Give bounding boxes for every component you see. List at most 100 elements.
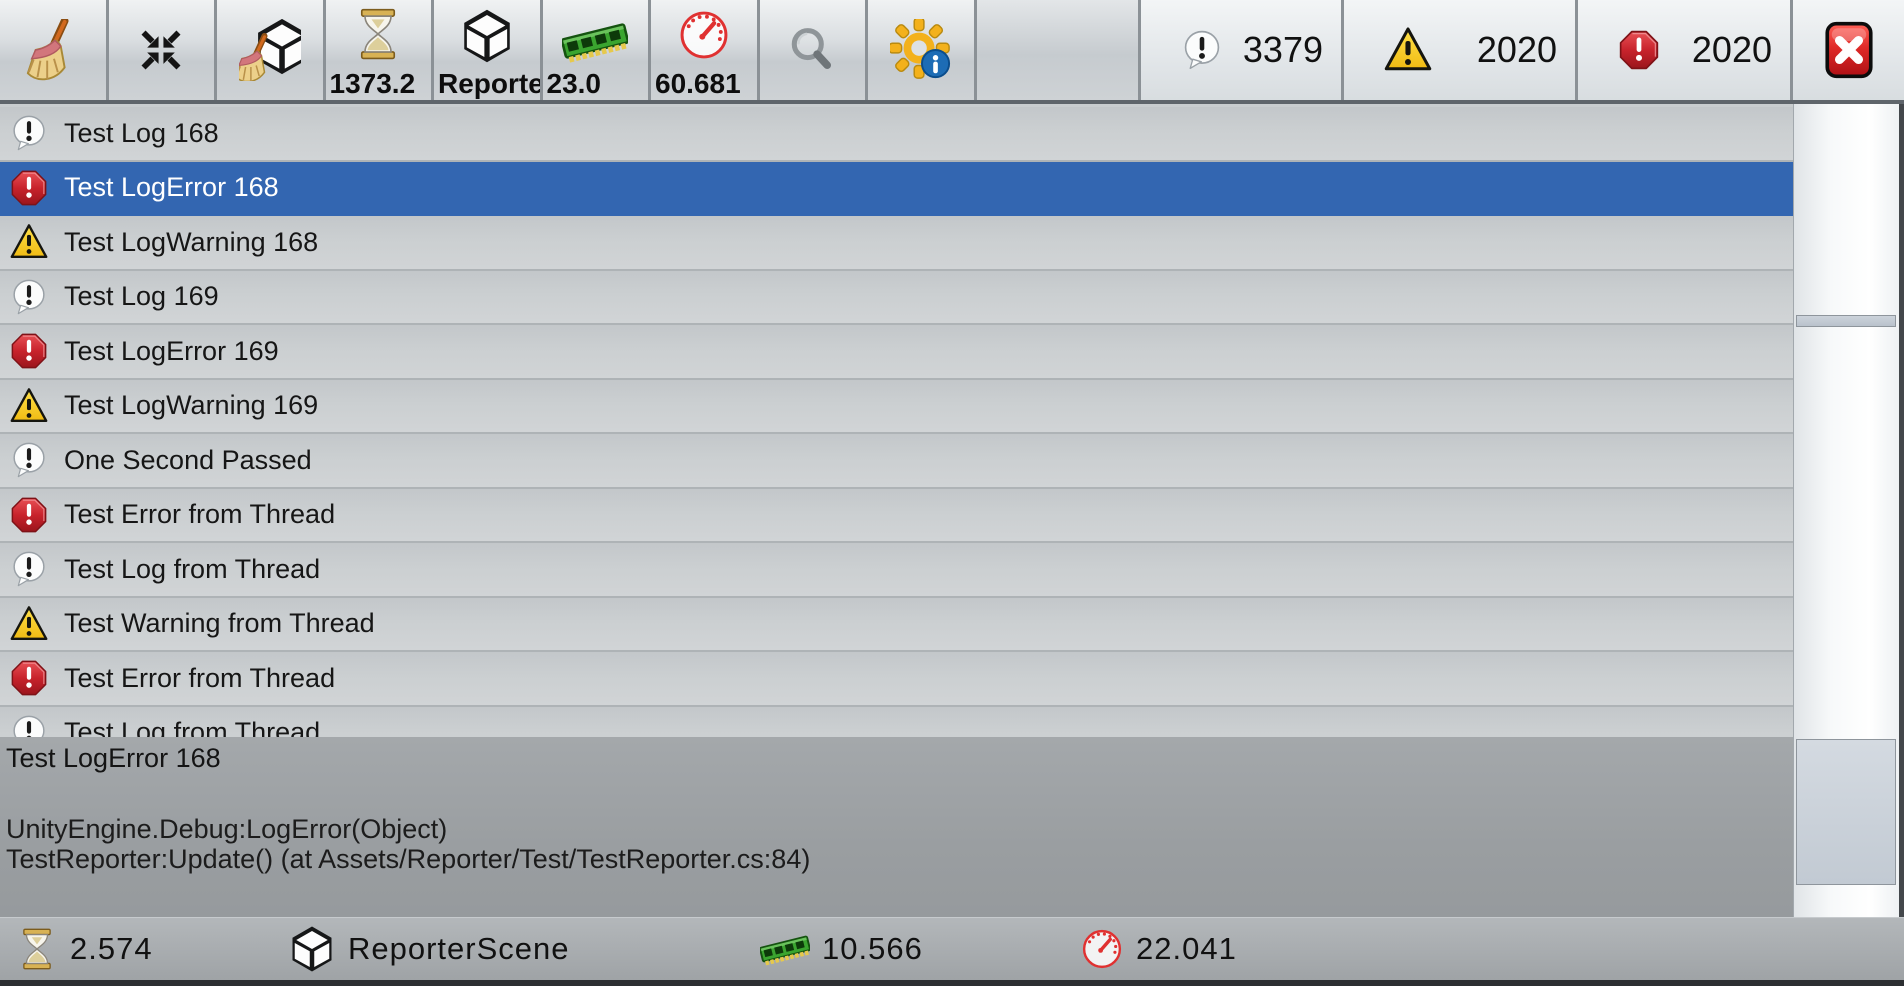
error-octagon-icon <box>11 497 47 533</box>
toolbar-show-time-button[interactable]: 1373.2 <box>325 0 434 100</box>
warning-triangle-icon <box>10 387 48 422</box>
toolbar-show-time-value: 1373.2 <box>329 68 416 99</box>
detail-title: Test LogError 168 <box>6 743 221 773</box>
log-row[interactable]: Test LogWarning 168 <box>0 216 1793 271</box>
unity-cube-icon <box>292 926 332 972</box>
speedometer-icon <box>680 11 728 59</box>
hourglass-icon <box>361 8 396 60</box>
log-row[interactable]: Test Log 169 <box>0 270 1793 325</box>
toolbar-error-count-button[interactable]: 2020 <box>1578 0 1793 100</box>
detail-scrollbar-track[interactable] <box>1793 737 1899 917</box>
status-value: 2.574 <box>70 931 153 966</box>
log-row-text: Test Log 168 <box>64 117 219 148</box>
toolbar-show-memory-button[interactable]: 23.0 <box>542 0 651 100</box>
info-bubble-icon <box>13 715 45 737</box>
log-row-text: Test Log 169 <box>64 281 219 312</box>
log-row[interactable]: Test LogError 168 <box>0 161 1793 216</box>
clean-scene-icon <box>238 19 301 81</box>
close-x-icon <box>1824 21 1873 79</box>
log-row[interactable]: One Second Passed <box>0 434 1793 489</box>
toolbar-show-fps-value: 60.681 <box>655 68 741 99</box>
log-row[interactable]: Test Warning from Thread <box>0 597 1793 652</box>
toolbar: 1373.2 Reporter23.0 60.681 3379 2020 2020 <box>0 0 1904 104</box>
error-octagon-icon <box>11 660 47 696</box>
ram-icon <box>562 23 629 63</box>
toolbar-search-button[interactable] <box>759 0 868 100</box>
log-row[interactable]: Test Log from Thread <box>0 543 1793 598</box>
log-row-text: Test Log from Thread <box>64 717 321 737</box>
warning-count-value: 2020 <box>1476 29 1557 70</box>
speedometer-icon <box>1082 929 1122 969</box>
log-row-text: Test Warning from Thread <box>64 608 375 639</box>
warning-triangle-icon <box>10 224 48 259</box>
status-value: 10.566 <box>822 931 923 966</box>
scrollbar-column <box>1793 104 1899 917</box>
status-speedometer-readout: 22.041 <box>1080 918 1237 980</box>
error-octagon-icon <box>11 170 47 206</box>
log-row-text: Test Log from Thread <box>64 553 321 584</box>
info-bubble-icon <box>1184 30 1220 70</box>
toolbar-info-settings-button[interactable] <box>868 0 977 100</box>
toolbar-count-group: 3379 2020 2020 <box>1141 0 1793 100</box>
log-row-text: One Second Passed <box>64 444 312 475</box>
info-bubble-icon <box>13 279 45 314</box>
status-value: 22.041 <box>1136 931 1237 966</box>
log-row-text: Test LogWarning 169 <box>64 390 319 421</box>
stack-trace-line: TestReporter:Update() (at Assets/Reporte… <box>6 844 811 874</box>
ram-icon <box>760 935 810 966</box>
search-icon <box>792 28 832 69</box>
info-bubble-icon <box>13 442 45 478</box>
log-row-text: Test LogError 168 <box>64 172 279 203</box>
toolbar-button-group: 1373.2 Reporter23.0 60.681 <box>0 0 977 100</box>
log-row[interactable]: Test Log 168 <box>0 107 1793 162</box>
log-row-text: Test LogError 169 <box>64 335 279 366</box>
stack-trace-line: UnityEngine.Debug:LogError(Object) <box>6 814 448 844</box>
unity-cube-icon <box>464 9 510 63</box>
toolbar-show-scene-button[interactable]: Reporter <box>434 0 543 100</box>
log-scrollbar-track[interactable] <box>1793 104 1899 737</box>
status-ram-readout: 10.566 <box>760 918 923 980</box>
stack-trace: UnityEngine.Debug:LogError(Object) TestRe… <box>6 814 1793 874</box>
status-unity-cube-readout: ReporterScene <box>288 918 570 980</box>
toolbar-show-fps-button[interactable]: 60.681 <box>651 0 760 100</box>
log-row[interactable]: Test LogWarning 169 <box>0 379 1793 434</box>
log-list: Test Log 168 Test LogError 168 Test LogWar… <box>0 104 1793 737</box>
log-row-text: Test LogWarning 168 <box>64 226 319 257</box>
window-bottom-border <box>0 980 1904 986</box>
log-count-value: 3379 <box>1242 29 1323 70</box>
toolbar-collapse-button[interactable] <box>108 0 217 100</box>
collapse-icon <box>141 30 181 70</box>
error-count-value: 2020 <box>1691 29 1772 70</box>
warning-triangle-icon <box>1384 27 1432 71</box>
detail-scrollbar-thumb[interactable] <box>1796 739 1896 885</box>
window-right-border <box>1899 104 1904 980</box>
toolbar-show-scene-value: Reporter <box>438 68 543 99</box>
status-hourglass-readout: 2.574 <box>16 918 153 980</box>
close-button[interactable] <box>1793 0 1904 100</box>
toolbar-warning-count-button[interactable]: 2020 <box>1344 0 1578 100</box>
gear-info-icon <box>889 19 950 79</box>
hourglass-icon <box>23 928 51 970</box>
error-octagon-icon <box>11 333 47 369</box>
toolbar-clear-on-scene-loaded-button[interactable] <box>217 0 326 100</box>
log-row[interactable]: Test LogError 169 <box>0 325 1793 380</box>
detail-pane: Test LogError 168 UnityEngine.Debug:LogE… <box>0 737 1793 917</box>
log-row[interactable]: Test Error from Thread <box>0 488 1793 543</box>
status-value: ReporterScene <box>348 931 570 966</box>
log-row[interactable]: Test Error from Thread <box>0 652 1793 707</box>
toolbar-show-memory-value: 23.0 <box>546 68 602 99</box>
toolbar-clear-button[interactable] <box>0 0 109 100</box>
log-scrollbar-thumb[interactable] <box>1796 315 1896 327</box>
log-row-text: Test Error from Thread <box>64 499 336 530</box>
error-octagon-icon <box>1619 30 1659 70</box>
toolbar-spacer <box>977 0 1141 100</box>
info-bubble-icon <box>13 115 45 151</box>
warning-triangle-icon <box>10 605 48 640</box>
log-row-text: Test Error from Thread <box>64 662 336 693</box>
info-bubble-icon <box>13 551 45 587</box>
broom-icon <box>26 19 69 81</box>
toolbar-log-count-button[interactable]: 3379 <box>1141 0 1344 100</box>
status-bar: 2.574 ReporterScene 10.566 22.041 <box>0 917 1904 980</box>
log-row[interactable]: Test Log from Thread <box>0 706 1793 737</box>
